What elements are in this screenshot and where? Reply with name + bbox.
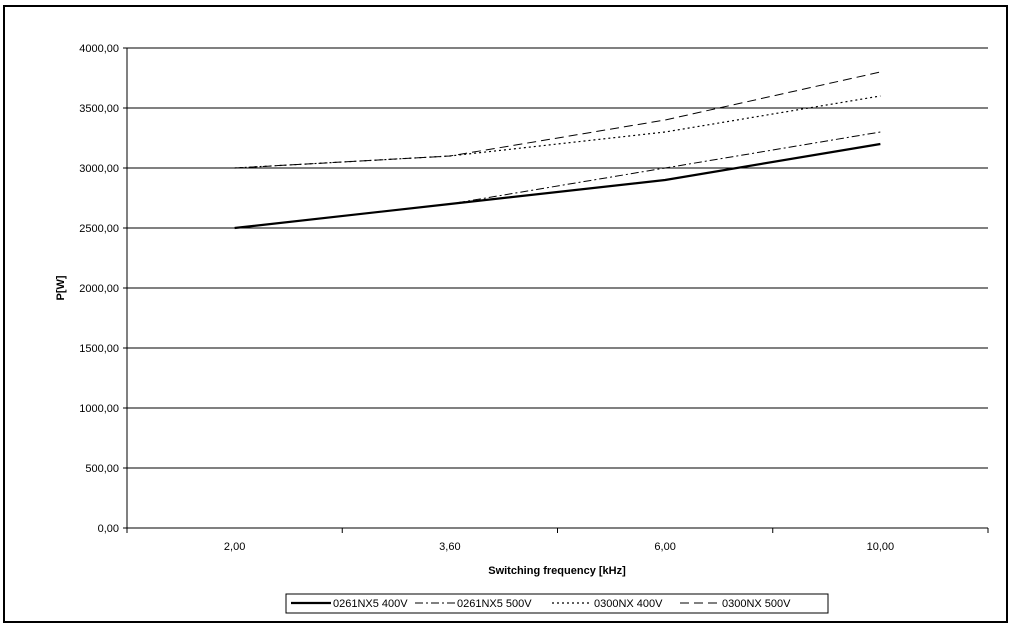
y-tick-label: 1500,00	[79, 343, 119, 355]
y-tick-label: 2500,00	[79, 223, 119, 235]
x-tick-label: 2,00	[224, 541, 245, 553]
series-lines	[234, 71, 881, 230]
y-tick-label: 3500,00	[79, 103, 119, 115]
y-tick-label: 2000,00	[79, 283, 119, 295]
x-tick-labels: 2,00 3,60 6,00 10,00	[126, 528, 989, 553]
series-line	[234, 95, 881, 169]
legend-items: 0261NX5 400V 0261NX5 500V 0300NX 400V 0300N…	[291, 598, 791, 610]
grid-lines	[127, 47, 988, 469]
x-tick-label: 10,00	[867, 541, 895, 553]
series-line	[234, 71, 881, 169]
series-line	[234, 131, 881, 229]
legend-label: 0300NX 400V	[594, 598, 663, 610]
y-tick-label: 4000,00	[79, 43, 119, 55]
legend-label: 0300NX 500V	[722, 598, 791, 610]
y-tick-label: 500,00	[85, 463, 119, 475]
y-tick-label: 0,00	[98, 523, 119, 535]
y-tick-label: 3000,00	[79, 163, 119, 175]
x-tick-label: 6,00	[654, 541, 675, 553]
legend: 0261NX5 400V 0261NX5 500V 0300NX 400V 0300N…	[285, 593, 829, 614]
y-tick-label: 1000,00	[79, 403, 119, 415]
y-axis-title: P[W]	[55, 275, 67, 300]
legend-label: 0261NX5 400V	[333, 598, 408, 610]
x-tick-label: 3,60	[439, 541, 460, 553]
x-axis-title: Switching frequency [kHz]	[488, 565, 626, 577]
y-tick-labels: 0,00 500,00 1000,00 1500,00 2000,00 2500,00 30…	[79, 43, 127, 535]
legend-label: 0261NX5 500V	[457, 598, 532, 610]
